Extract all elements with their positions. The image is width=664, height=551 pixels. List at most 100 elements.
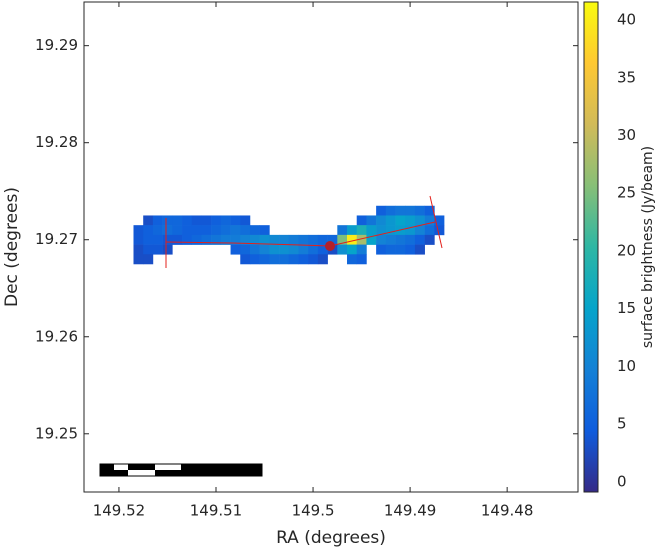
plot-frame [83, 1, 579, 493]
pixel [201, 234, 212, 245]
pixel [366, 225, 377, 236]
pixel [143, 234, 154, 245]
pixel [356, 254, 367, 265]
pixel [308, 244, 319, 255]
pixel [414, 225, 425, 236]
scale-bar [99, 463, 263, 477]
pixel [172, 215, 183, 226]
pixel [230, 215, 241, 226]
y-axis-label: Dec (degrees) [2, 187, 22, 307]
x-tick-label: 149.49 [384, 502, 437, 520]
pixel [133, 234, 144, 245]
pixel [249, 244, 260, 255]
colorbar-tick-label: 30 [617, 126, 636, 144]
pixel [424, 234, 435, 245]
colorbar-tick-label: 15 [617, 299, 636, 317]
y-tick-label: 19.26 [35, 327, 78, 345]
pixel [385, 244, 396, 255]
pixel [279, 254, 290, 265]
pixel [347, 254, 358, 265]
pixel [230, 234, 241, 245]
pixel [366, 234, 377, 245]
pixel [211, 234, 222, 245]
pixel [133, 225, 144, 236]
pixel [385, 234, 396, 245]
y-tick-label: 19.29 [35, 36, 78, 54]
pixel [162, 225, 173, 236]
pixel [133, 254, 144, 265]
pixel [337, 244, 348, 255]
pixel [249, 254, 260, 265]
pixel [279, 234, 290, 245]
pixel [395, 205, 406, 216]
pixel [405, 205, 416, 216]
pixel [240, 254, 251, 265]
pixel [317, 244, 328, 255]
pixel [288, 254, 299, 265]
colorbar-tick-label: 0 [617, 472, 627, 490]
pixel [337, 234, 348, 245]
pixel [366, 215, 377, 226]
pixel [434, 215, 445, 226]
pixel [279, 244, 290, 255]
pixel [259, 225, 270, 236]
pixel [143, 244, 154, 255]
pixel [434, 225, 445, 236]
pixel [385, 225, 396, 236]
pixel [424, 205, 435, 216]
pixel [288, 234, 299, 245]
x-tick-label: 149.52 [93, 502, 146, 520]
pixel [211, 215, 222, 226]
pixel [414, 234, 425, 245]
pixel [376, 234, 387, 245]
colorbar-tick-label: 10 [617, 357, 636, 375]
pixel [269, 254, 280, 265]
pixel [172, 234, 183, 245]
y-tick-label: 19.28 [35, 133, 78, 151]
pixel [356, 225, 367, 236]
colorbar-tick-label: 20 [617, 241, 636, 259]
pixel [308, 254, 319, 265]
pixel [376, 215, 387, 226]
core-marker [325, 241, 335, 251]
pixel [191, 234, 202, 245]
pixel [395, 244, 406, 255]
pixel [240, 225, 251, 236]
pixel [249, 225, 260, 236]
pixel [152, 215, 163, 226]
pixel [182, 234, 193, 245]
pixel [376, 205, 387, 216]
pixel [240, 234, 251, 245]
pixel [395, 234, 406, 245]
pixel [143, 215, 154, 226]
pixel [220, 215, 231, 226]
pixel [405, 244, 416, 255]
pixel [191, 215, 202, 226]
pixel [240, 244, 251, 255]
pixel [376, 244, 387, 255]
pixel [424, 215, 435, 226]
colorbar-tick-label: 35 [617, 68, 636, 86]
pixel [133, 244, 144, 255]
pixel [162, 244, 173, 255]
pixel [347, 225, 358, 236]
pixel [152, 244, 163, 255]
pixel [405, 215, 416, 226]
pixel [395, 215, 406, 226]
colorbar-label: surface brightness (Jy/beam) [640, 146, 656, 348]
pixel [269, 244, 280, 255]
pixel [240, 215, 251, 226]
pixel [298, 254, 309, 265]
pixel [201, 225, 212, 236]
pixel [347, 234, 358, 245]
pixel [143, 254, 154, 265]
pixel [356, 244, 367, 255]
pixel [143, 225, 154, 236]
pixel [220, 234, 231, 245]
pixel [347, 244, 358, 255]
pixel [269, 234, 280, 245]
pixel [298, 244, 309, 255]
pixel [230, 225, 241, 236]
pixel [414, 205, 425, 216]
